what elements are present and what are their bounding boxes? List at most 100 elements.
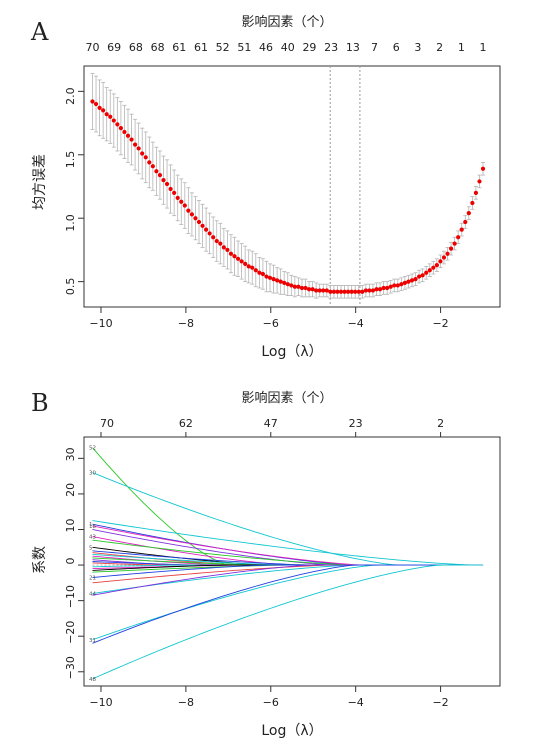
panel-a-point bbox=[214, 238, 219, 244]
panel-a-point bbox=[154, 169, 159, 174]
panel-a-point bbox=[349, 289, 354, 294]
panel-a-top-tick-label: 2 bbox=[436, 41, 443, 54]
panel-a-point bbox=[203, 227, 209, 232]
panel-b-coefficient-label: 52 bbox=[89, 446, 96, 452]
panel-a-point bbox=[324, 288, 329, 293]
panel-a-point bbox=[111, 118, 116, 123]
panel-a-point bbox=[463, 219, 468, 225]
panel-a-point bbox=[193, 216, 198, 221]
panel-b-coefficient-label: 30 bbox=[89, 471, 96, 477]
panel-a-top-tick-label: 68 bbox=[129, 41, 143, 54]
panel-b-coefficient-path bbox=[92, 564, 484, 680]
panel-a-point bbox=[125, 133, 131, 138]
panel-a-top-tick-label: 7 bbox=[371, 41, 378, 54]
panel-a-point bbox=[466, 211, 471, 216]
panel-a-point bbox=[381, 285, 386, 291]
panel-a-point bbox=[243, 261, 248, 266]
panel-a-top-tick-label: 69 bbox=[107, 41, 121, 54]
panel-b-top-tick-label: 47 bbox=[264, 417, 278, 430]
panel-a-y-tick-label: 1.5 bbox=[64, 151, 77, 169]
panel-b-plot-frame bbox=[83, 436, 501, 687]
panel-a-point bbox=[434, 263, 439, 268]
panel-a-point bbox=[267, 275, 273, 280]
panel-a-point bbox=[186, 208, 191, 213]
panel-a-point bbox=[143, 155, 148, 160]
panel-b-marks: −10 −8 −6 −4 −2 −30 −20 −10 0 10 20 30 70 62 47 23 2 52 30… bbox=[64, 417, 484, 709]
panel-a-point bbox=[353, 289, 358, 294]
panel-a-point bbox=[399, 282, 404, 287]
panel-a-point bbox=[93, 101, 99, 107]
panel-a-point bbox=[445, 251, 450, 256]
panel-b-x-tick-label: −6 bbox=[263, 696, 279, 709]
panel-a: A 影响因素（个） Log（λ） 均方误差 −10 −8 −6 −4 −2 0.5 1.0 1… bbox=[30, 14, 501, 360]
panel-a-point bbox=[168, 186, 173, 192]
panel-a-top-tick-label: 52 bbox=[216, 41, 230, 54]
panel-a-point bbox=[477, 179, 482, 184]
panel-b-x-tick-label: −2 bbox=[432, 696, 448, 709]
panel-a-top-tick-label: 68 bbox=[151, 41, 165, 54]
panel-a-point bbox=[296, 284, 301, 289]
panel-b-y-axis-title: 系数 bbox=[32, 546, 48, 574]
panel-a-point bbox=[118, 126, 123, 131]
panel-a-point bbox=[289, 283, 294, 288]
panel-a-point bbox=[452, 241, 457, 246]
panel-a-point bbox=[331, 289, 337, 294]
panel-a-top-tick-label: 1 bbox=[480, 41, 487, 54]
panel-a-point bbox=[406, 279, 411, 284]
panel-a-top-axis-title: 影响因素（个） bbox=[241, 14, 332, 30]
panel-a-point bbox=[275, 278, 280, 283]
panel-a-point bbox=[356, 289, 361, 294]
panel-a-point bbox=[328, 289, 333, 294]
panel-b-top-tick-label: 23 bbox=[349, 417, 363, 430]
panel-a-point bbox=[232, 254, 237, 259]
panel-a-top-tick-label: 61 bbox=[172, 41, 186, 54]
panel-a-point bbox=[402, 280, 408, 285]
panel-a-point bbox=[413, 276, 418, 282]
panel-a-point bbox=[257, 270, 262, 275]
panel-a-point bbox=[189, 212, 194, 217]
panel-a-point bbox=[278, 279, 283, 284]
panel-a-point bbox=[108, 114, 113, 119]
panel-a-point bbox=[260, 271, 266, 277]
panel-a-top-tick-label: 70 bbox=[85, 41, 99, 54]
panel-b-top-tick-label: 62 bbox=[179, 417, 193, 430]
panel-a-point bbox=[150, 164, 155, 169]
panel-a-point bbox=[147, 160, 152, 165]
panel-a-point bbox=[441, 255, 447, 260]
panel-a-top-tick-label: 13 bbox=[346, 41, 360, 54]
panel-a-point bbox=[161, 178, 166, 183]
panel-a-point bbox=[175, 195, 180, 201]
panel-a-point bbox=[225, 247, 230, 253]
panel-b-y-tick-label: −20 bbox=[64, 621, 77, 644]
panel-a-top-tick-label: 51 bbox=[237, 41, 251, 54]
panel-a-point bbox=[200, 223, 205, 228]
panel-a-point bbox=[285, 282, 290, 287]
panel-a-point bbox=[239, 259, 244, 264]
panel-a-point bbox=[164, 181, 170, 187]
panel-a-point bbox=[97, 105, 102, 110]
panel-a-point bbox=[264, 274, 269, 279]
panel-b-coefficient-label: 18 bbox=[89, 524, 96, 530]
panel-a-x-tick-label: −4 bbox=[348, 317, 364, 330]
panel-b-top-tick-label: 2 bbox=[437, 417, 444, 430]
panel-a-x-axis-title: Log（λ） bbox=[261, 344, 322, 360]
panel-b-coefficient-label: 43 bbox=[89, 535, 96, 541]
panel-a-point bbox=[480, 166, 486, 171]
panel-a-y-tick-label: 2.0 bbox=[64, 87, 77, 105]
panel-b-coefficient-label: 44 bbox=[89, 592, 96, 598]
panel-a-point bbox=[172, 190, 177, 195]
panel-b-top-tick-label: 70 bbox=[100, 417, 114, 430]
panel-b-x-tick-label: −8 bbox=[178, 696, 194, 709]
panel-a-y-tick-label: 0.5 bbox=[64, 278, 77, 296]
panel-a-plot-frame bbox=[83, 65, 501, 308]
panel-a-top-tick-label: 3 bbox=[414, 41, 421, 54]
panel-a-marks: −10 −8 −6 −4 −20.51.01.52.070 69 68 68 61 61 52 51 4… bbox=[64, 41, 487, 330]
panel-a-point bbox=[221, 245, 226, 250]
panel-a-point bbox=[115, 122, 120, 127]
panel-a-point bbox=[104, 112, 109, 117]
panel-b-x-axis-title: Log（λ） bbox=[261, 723, 322, 739]
panel-a-point bbox=[417, 274, 422, 279]
panel-a-point bbox=[299, 285, 305, 291]
panel-a-top-tick-label: 29 bbox=[302, 41, 316, 54]
